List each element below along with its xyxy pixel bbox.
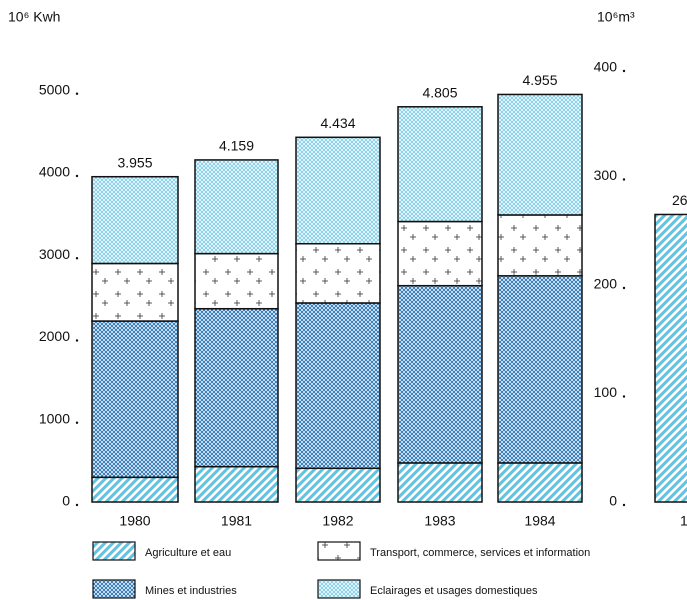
legend-swatch bbox=[317, 579, 361, 599]
tick-mark bbox=[75, 503, 79, 507]
x-tick-label: 1980 bbox=[119, 513, 150, 529]
total-label: 4.434 bbox=[320, 115, 355, 131]
bar-segment bbox=[91, 476, 179, 503]
bar-segment bbox=[397, 220, 483, 287]
tick-mark bbox=[75, 257, 79, 260]
bar-segment bbox=[397, 284, 483, 464]
tick-mark bbox=[75, 339, 79, 342]
tick-mark bbox=[75, 92, 79, 95]
y-tick-label: 200 bbox=[594, 276, 618, 292]
y-tick-label: 3000 bbox=[39, 246, 70, 262]
total-label: 3.955 bbox=[117, 154, 152, 170]
x-tick-label: 1984 bbox=[524, 513, 555, 529]
legend-swatch bbox=[92, 541, 136, 561]
bar-segment bbox=[194, 252, 279, 310]
y-tick-label: 0 bbox=[609, 493, 617, 509]
bar-segment bbox=[497, 275, 583, 464]
bar-segment bbox=[497, 214, 583, 277]
total-label: 4.159 bbox=[219, 138, 254, 154]
tick-mark bbox=[622, 69, 626, 73]
legend-label: Agriculture et eau bbox=[145, 547, 231, 559]
bar-segment bbox=[91, 262, 179, 322]
y-tick-label: 0 bbox=[62, 493, 70, 509]
x-tick-label: 1983 bbox=[424, 513, 455, 529]
legend-label: Transport, commerce, services et informa… bbox=[370, 547, 590, 559]
bar-segment bbox=[295, 467, 381, 503]
bar-segment bbox=[295, 302, 381, 470]
y-tick-label: 400 bbox=[594, 59, 618, 75]
legend-swatch bbox=[92, 579, 136, 599]
y-tick-label: 100 bbox=[594, 384, 618, 400]
bar-segment bbox=[295, 242, 381, 304]
y-axis-label: 10⁶ Kwh bbox=[8, 9, 60, 25]
y-axis-label: 10⁶m³ bbox=[597, 9, 635, 25]
tick-mark bbox=[622, 503, 626, 507]
bar-segment bbox=[91, 320, 179, 479]
total-label: 4.955 bbox=[522, 72, 557, 88]
bar-segment bbox=[194, 465, 279, 503]
bar bbox=[654, 213, 687, 503]
tick-mark bbox=[622, 395, 626, 398]
tick-mark bbox=[75, 174, 79, 178]
x-tick-label: 1 bbox=[680, 513, 687, 529]
x-tick-label: 1982 bbox=[322, 513, 353, 529]
tick-mark bbox=[622, 178, 626, 181]
y-tick-label: 1000 bbox=[39, 410, 70, 426]
bar-segment bbox=[397, 462, 483, 503]
tick-mark bbox=[75, 421, 79, 424]
legend-label: Eclairages et usages domestiques bbox=[370, 585, 538, 597]
y-tick-label: 5000 bbox=[39, 81, 70, 97]
bar-segment bbox=[91, 175, 179, 265]
value-label: 26 bbox=[672, 192, 687, 208]
tick-mark bbox=[622, 286, 626, 290]
bar-segment bbox=[194, 307, 279, 468]
y-tick-label: 300 bbox=[594, 167, 618, 183]
x-tick-label: 1981 bbox=[221, 513, 252, 529]
legend-label: Mines et industries bbox=[145, 585, 237, 597]
bar-segment bbox=[497, 462, 583, 503]
bar-segment bbox=[497, 93, 583, 216]
bar-segment bbox=[295, 136, 381, 245]
y-tick-label: 2000 bbox=[39, 328, 70, 344]
legend-swatch bbox=[317, 541, 361, 561]
y-tick-label: 4000 bbox=[39, 164, 70, 180]
bar-segment bbox=[194, 159, 279, 255]
total-label: 4.805 bbox=[422, 84, 457, 100]
bar-segment bbox=[397, 106, 483, 223]
